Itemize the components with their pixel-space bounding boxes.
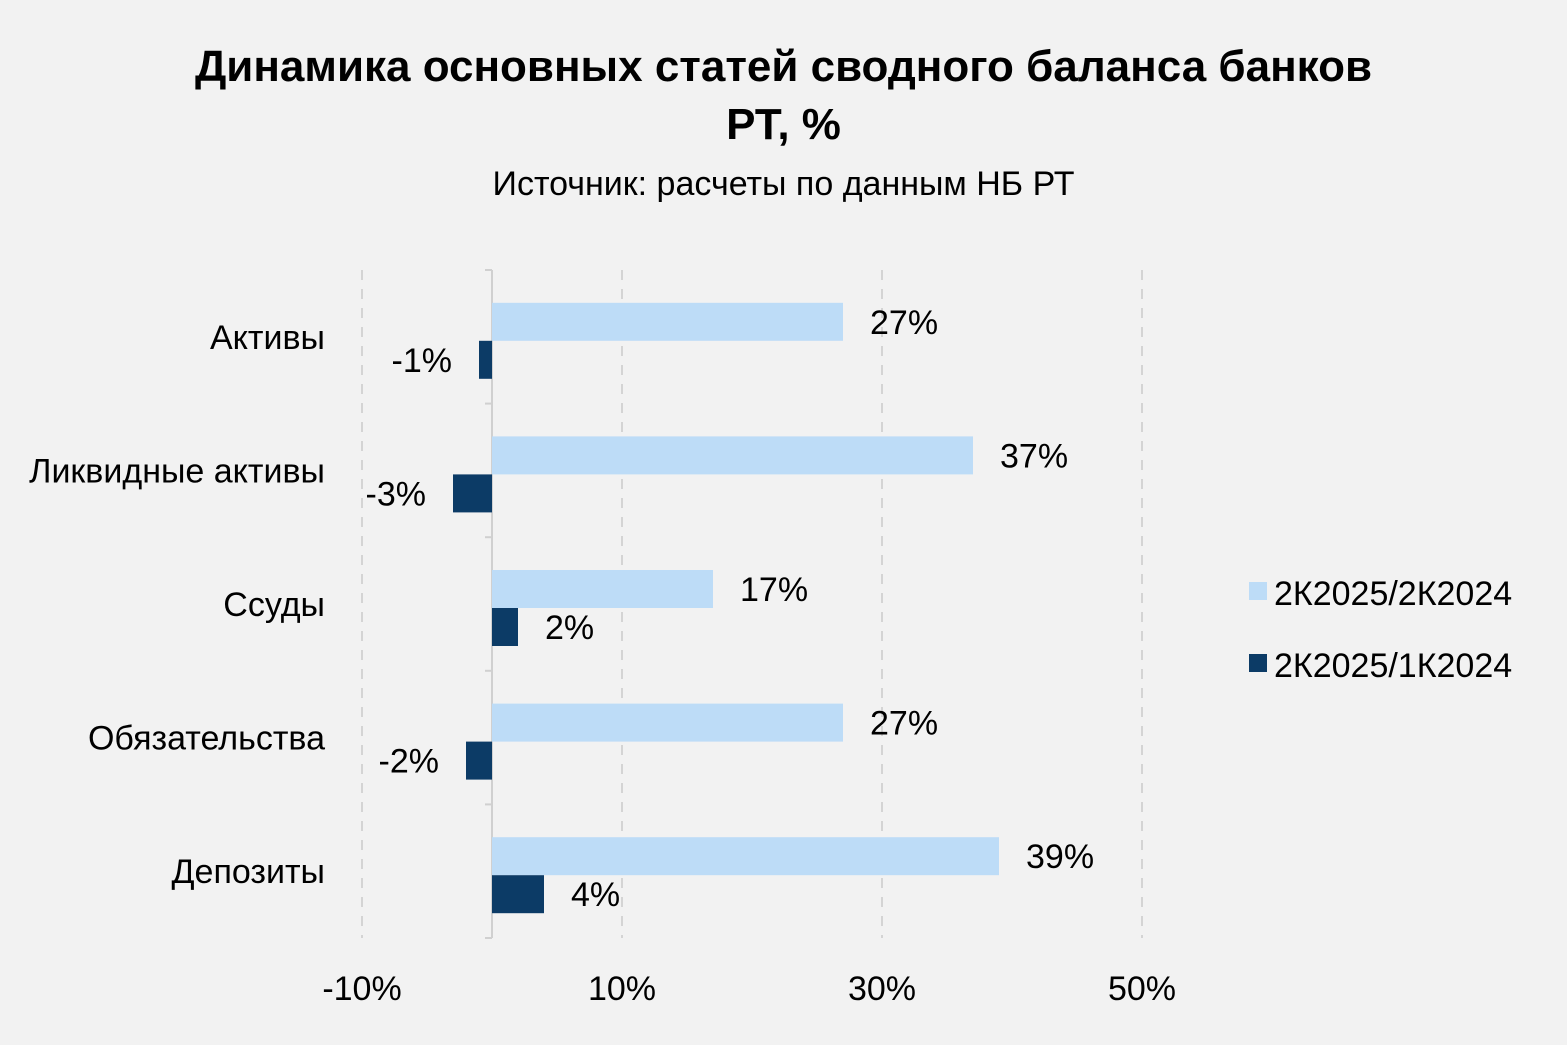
category-label: Ликвидные активы [29,452,325,490]
data-label: 39% [1026,838,1094,876]
bar [492,703,843,742]
x-tick-label: 10% [588,970,656,1008]
bars [453,302,999,914]
category-labels: Активы Ликвидные активы Ссуды Обязательства… [29,319,325,891]
x-tick-labels: -10% 10% 30% 50% [322,970,1176,1008]
bar [453,474,492,513]
chart-title: Динамика основных статей сводного баланс… [0,38,1567,154]
bar [479,340,492,379]
category-label: Активы [210,319,325,357]
grid-lines [361,270,1143,938]
legend: 2К2025/2К2024 2К2025/1К2024 [1249,575,1512,685]
chart-title-line-1: Динамика основных статей сводного баланс… [194,42,1373,91]
category-label: Ссуды [223,586,325,624]
chart-subtitle: Источник: расчеты по данным НБ РТ [492,165,1075,203]
bar [492,302,843,341]
bar [492,608,518,646]
category-label: Обязательства [88,720,325,758]
data-label: 2% [545,609,594,647]
legend-swatch [1249,654,1267,672]
category-label: Депозиты [172,853,325,891]
bar [492,875,544,914]
data-label: 27% [870,304,938,342]
data-label: -1% [392,342,452,380]
data-label: 27% [870,705,938,743]
legend-label: 2К2025/2К2024 [1274,575,1512,613]
chart-title-line-2: РТ, % [726,100,841,149]
data-label: -3% [366,475,426,513]
data-label: 4% [571,876,620,914]
data-label: 37% [1000,437,1068,475]
legend-label: 2К2025/1К2024 [1274,647,1512,685]
legend-swatch [1249,582,1267,600]
bar [466,741,492,780]
bar [492,436,973,475]
bar [492,837,999,876]
data-labels: 27% -1% 37% -3% 17% 2% 27% -2% 39% 4% [366,304,1095,914]
bar [492,570,713,608]
x-tick-label: 30% [848,970,916,1008]
x-tick-label: -10% [322,970,401,1008]
data-label: -2% [379,743,439,781]
x-tick-label: 50% [1108,970,1176,1008]
data-label: 17% [740,571,808,609]
